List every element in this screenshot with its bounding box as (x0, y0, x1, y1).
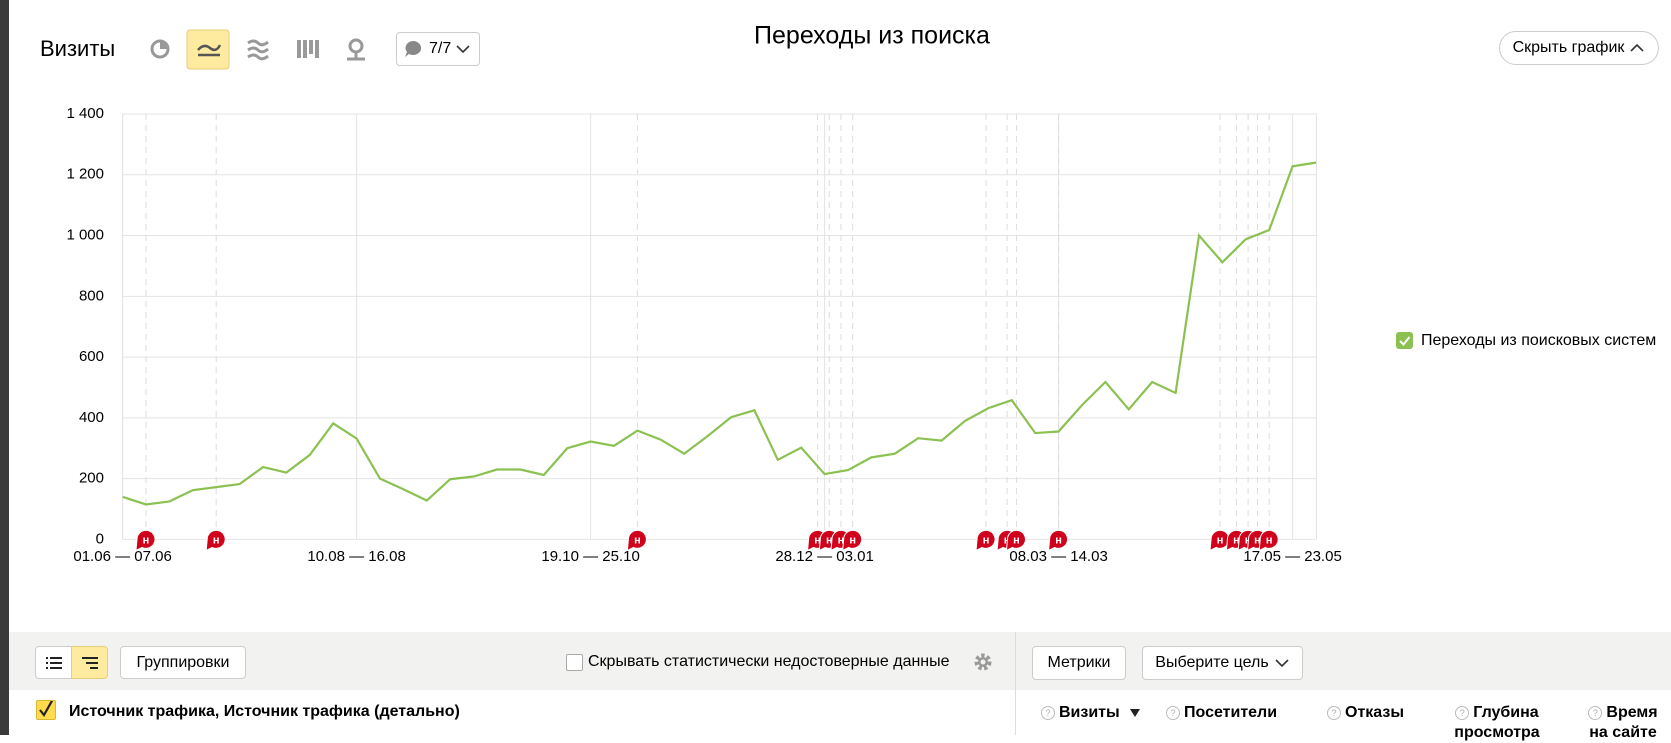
note-label: н (814, 534, 821, 546)
sort-arrow (1130, 709, 1141, 717)
check-icon (39, 698, 54, 717)
hide-chart-button[interactable]: Скрыть график (1499, 31, 1659, 65)
goal-select[interactable]: Выберите цель (1142, 646, 1303, 680)
map-button[interactable] (347, 38, 365, 61)
area-button[interactable] (247, 39, 269, 61)
note-badge (135, 529, 156, 552)
bar-button[interactable] (297, 40, 319, 58)
x-tick-label: 10.08 — 16.08 (307, 548, 405, 565)
note-label: н (213, 534, 220, 546)
series-line (122, 161, 1317, 506)
groupings-button[interactable]: Группировки (120, 646, 246, 679)
note-label: н (826, 534, 833, 546)
x-tick-label: 01.06 — 07.06 (73, 548, 171, 565)
note-badge (975, 529, 996, 552)
note-label: н (1254, 534, 1261, 546)
dimension-checkbox[interactable] (36, 698, 56, 720)
chart-title: Переходы из поиска (754, 22, 990, 50)
window-edge (0, 0, 9, 735)
tree-icon (81, 656, 98, 669)
comment-icon (405, 40, 422, 57)
note-marker[interactable]: н (1005, 529, 1026, 552)
note-label: н (838, 534, 845, 546)
note-label: н (634, 534, 641, 546)
note-label: н (849, 534, 856, 546)
dropdown-arrow (1275, 659, 1289, 668)
unreliable-label: Скрывать статистически недостоверные дан… (588, 653, 950, 670)
dropdown-arrow (456, 45, 470, 54)
note-badge (842, 529, 863, 552)
y-tick-label: 200 (79, 470, 104, 487)
metrics-button[interactable]: Метрики (1032, 646, 1126, 680)
y-tick-label: 400 (79, 409, 104, 426)
report-title: Визиты (40, 36, 116, 61)
note-marker[interactable]: н (842, 529, 863, 552)
line-button-active[interactable] (186, 29, 230, 70)
notes-count: 7/7 (429, 40, 452, 57)
check-icon (1399, 336, 1411, 346)
note-badge (1005, 529, 1026, 552)
column-header[interactable]: ? Визиты (1041, 703, 1141, 723)
column-title: Посетители (1184, 704, 1278, 721)
note-marker[interactable]: н (1258, 529, 1279, 552)
note-badge (626, 529, 647, 552)
note-marker[interactable]: н (1209, 529, 1230, 552)
note-marker[interactable]: н (1048, 529, 1069, 552)
tree-view-button[interactable] (71, 646, 108, 679)
note-label: н (983, 534, 990, 546)
y-tick-label: 600 (79, 348, 104, 365)
legend-label: Переходы из поисковых систем (1421, 332, 1657, 349)
note-badge (1048, 529, 1069, 552)
pie-button[interactable] (150, 39, 170, 59)
divider (1015, 632, 1016, 735)
column-header[interactable]: ? Время на сайте (1588, 704, 1658, 741)
goal-label: Выберите цель (1155, 654, 1269, 671)
column-header[interactable]: ? Отказы (1327, 703, 1404, 723)
unreliable-checkbox[interactable] (566, 654, 583, 671)
y-tick-label: 1 400 (66, 105, 104, 122)
x-tick-label: 28.12 — 03.01 (775, 548, 873, 565)
x-tick-label: 17.05 — 23.05 (1243, 548, 1341, 565)
note-label: н (143, 534, 150, 546)
notes-filter[interactable]: 7/7 (396, 32, 480, 66)
column-header[interactable]: ? Глубина просмотра (1454, 704, 1540, 741)
note-label: н (1266, 534, 1273, 546)
note-badge (1258, 529, 1279, 552)
column-header[interactable]: ? Посетители (1166, 703, 1277, 723)
note-marker[interactable]: н (975, 529, 996, 552)
chart-type-buttons (150, 29, 365, 70)
settings-gear[interactable] (972, 651, 994, 673)
note-marker[interactable]: н (205, 529, 226, 552)
note-label: н (1217, 534, 1224, 546)
x-tick-label: 19.10 — 25.10 (541, 548, 639, 565)
dimension-label: Источник трафика, Источник трафика (дета… (69, 703, 460, 720)
note-label: н (1055, 534, 1062, 546)
column-title: Отказы (1345, 704, 1404, 721)
list-view-button[interactable] (35, 646, 72, 679)
chart: Переходы из поиска 0 200 400 600 800 1 000 1 2… (66, 22, 1341, 565)
note-marker[interactable]: н (135, 529, 156, 552)
up-arrow (1630, 43, 1644, 52)
toolbar (9, 632, 1671, 690)
x-tick-label: 08.03 — 14.03 (1009, 548, 1107, 565)
note-label: н (1233, 534, 1240, 546)
hide-chart-label: Скрыть график (1512, 39, 1625, 56)
note-badge (205, 529, 226, 552)
note-label: н (1013, 534, 1020, 546)
column-title: Визиты (1059, 704, 1120, 721)
list-icon (45, 656, 62, 669)
y-tick-label: 800 (79, 287, 104, 304)
y-tick-label: 1 000 (66, 227, 104, 244)
y-tick-label: 0 (96, 530, 104, 547)
note-marker[interactable]: н (626, 529, 647, 552)
y-tick-label: 1 200 (66, 166, 104, 183)
legend-checkbox[interactable] (1396, 332, 1413, 349)
line-icon (197, 44, 222, 57)
